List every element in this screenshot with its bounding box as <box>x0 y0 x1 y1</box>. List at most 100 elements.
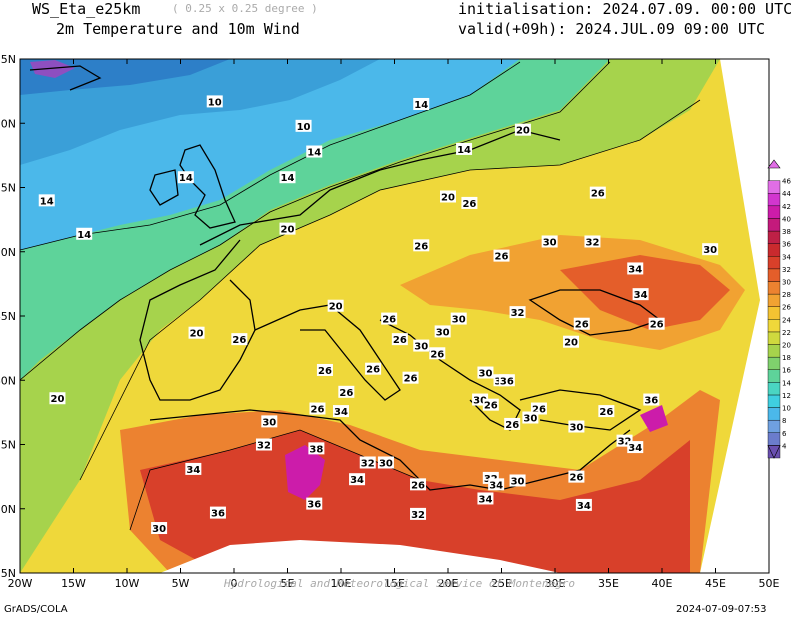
legend-swatch <box>767 293 781 307</box>
legend-value: 14 <box>782 379 791 387</box>
contour-label-bg <box>206 95 223 108</box>
contour-label: 26 <box>318 366 332 377</box>
contour-label-bg <box>568 420 585 433</box>
software-credit: GrADS/COLA <box>4 604 68 615</box>
contour-label: 32 <box>511 308 525 319</box>
legend-swatch <box>767 331 781 345</box>
contour-label: 14 <box>40 196 54 207</box>
isotherm-14 <box>20 61 521 251</box>
contour-label-bg <box>434 325 451 338</box>
legend-value: 20 <box>782 342 791 350</box>
coast-italy <box>254 304 401 401</box>
contour-label-bg <box>573 317 590 330</box>
lon-label: 5E <box>281 577 295 590</box>
legend-value: 30 <box>782 278 791 286</box>
contour-label: 20 <box>281 225 295 236</box>
contour-label: 30 <box>414 342 428 353</box>
contour-label: 10 <box>297 122 311 133</box>
color-legend: 4681012141618202224262830323436384042444… <box>767 159 791 459</box>
contour-label: 34 <box>634 290 648 301</box>
contour-label-bg <box>333 405 349 418</box>
lon-label: 10E <box>331 577 352 590</box>
lat-label: 65N <box>0 53 16 66</box>
contour-label-bg <box>38 194 55 207</box>
lon-label: 50E <box>759 577 780 590</box>
contour-label-bg <box>209 506 226 519</box>
legend-value: 38 <box>782 228 791 236</box>
contour-label-bg <box>477 366 494 379</box>
legend-value: 12 <box>782 392 791 400</box>
legend-value: 26 <box>782 304 791 312</box>
legend-swatch <box>767 419 781 433</box>
legend-swatch <box>767 369 781 383</box>
coast-ireland <box>149 169 179 206</box>
legend-value: 16 <box>782 367 791 375</box>
contour-label: 20 <box>516 126 530 137</box>
isotherm-20 <box>20 61 611 381</box>
generation-timestamp: 2024-07-09-07:53 <box>676 604 767 615</box>
contour-label: 32 <box>411 510 425 521</box>
contour-label: 14 <box>414 100 428 111</box>
model-name: WS_Eta_e25km <box>32 0 141 18</box>
initialisation-time: initialisation: 2024.07.09. 00:00 UTC <box>458 0 793 18</box>
contour-label: 38 <box>309 444 323 455</box>
legend-swatch <box>767 256 781 270</box>
contour-label-bg <box>509 306 526 319</box>
contour-label: 26 <box>569 473 583 484</box>
contour-label-bg <box>76 227 93 240</box>
legend-value: 44 <box>782 190 791 198</box>
contour-label-bg <box>450 312 467 325</box>
coast-iceland <box>29 65 102 91</box>
contour-label: 26 <box>575 320 589 331</box>
no-data-south <box>160 540 560 573</box>
coast-north-europe <box>199 129 561 246</box>
contour-label: 26 <box>382 315 396 326</box>
legend-swatch <box>767 319 781 333</box>
contour-label: 36 <box>500 376 514 387</box>
contour-label-bg <box>461 196 478 209</box>
lon-label: 5W <box>172 577 190 590</box>
contour-label-bg <box>231 333 248 346</box>
isotherm-lines <box>20 61 701 531</box>
legend-value: 32 <box>782 266 791 274</box>
contour-label-bg <box>413 97 430 110</box>
contour-label-bg <box>255 438 272 451</box>
field-polar-spot <box>30 60 75 78</box>
contour-label-bg <box>541 235 558 248</box>
contour-label: 34 <box>186 465 200 476</box>
contour-label-bg <box>498 374 515 387</box>
contour-label-bg <box>643 393 660 406</box>
contour-label: 32 <box>361 458 375 469</box>
lat-label: 55N <box>0 182 16 195</box>
contour-label-bg <box>413 239 430 252</box>
contour-label-bg <box>584 235 601 248</box>
legend-swatch <box>767 306 781 320</box>
service-credit: Hydrological and Meteorological Service … <box>224 577 575 590</box>
lon-label: 20E <box>438 577 459 590</box>
lat-label: 50N <box>0 246 16 259</box>
contour-label-bg <box>429 347 446 360</box>
contour-label: 26 <box>339 388 353 399</box>
field-extreme-hotspot-east <box>640 405 668 432</box>
legend-value: 34 <box>782 253 791 261</box>
contour-label: 26 <box>484 401 498 412</box>
contour-label: 34 <box>577 501 591 512</box>
contour-label: 26 <box>366 365 380 376</box>
contour-label: 20 <box>50 394 64 405</box>
lon-label: 20W <box>8 577 33 590</box>
contour-label: 36 <box>644 396 658 407</box>
contour-label: 32 <box>585 237 599 248</box>
contour-label: 26 <box>650 320 664 331</box>
legend-value: 40 <box>782 215 791 223</box>
lon-label: 15W <box>61 577 86 590</box>
contour-label-bg <box>309 402 326 415</box>
contour-label-bg <box>589 186 606 199</box>
contour-label: 34 <box>478 494 492 505</box>
contour-label-bg <box>327 299 344 312</box>
contour-label: 30 <box>478 369 492 380</box>
contour-label-bg <box>295 119 312 132</box>
contour-label: 30 <box>523 414 537 425</box>
contour-label: 34 <box>334 407 348 418</box>
lon-label: 40E <box>652 577 673 590</box>
